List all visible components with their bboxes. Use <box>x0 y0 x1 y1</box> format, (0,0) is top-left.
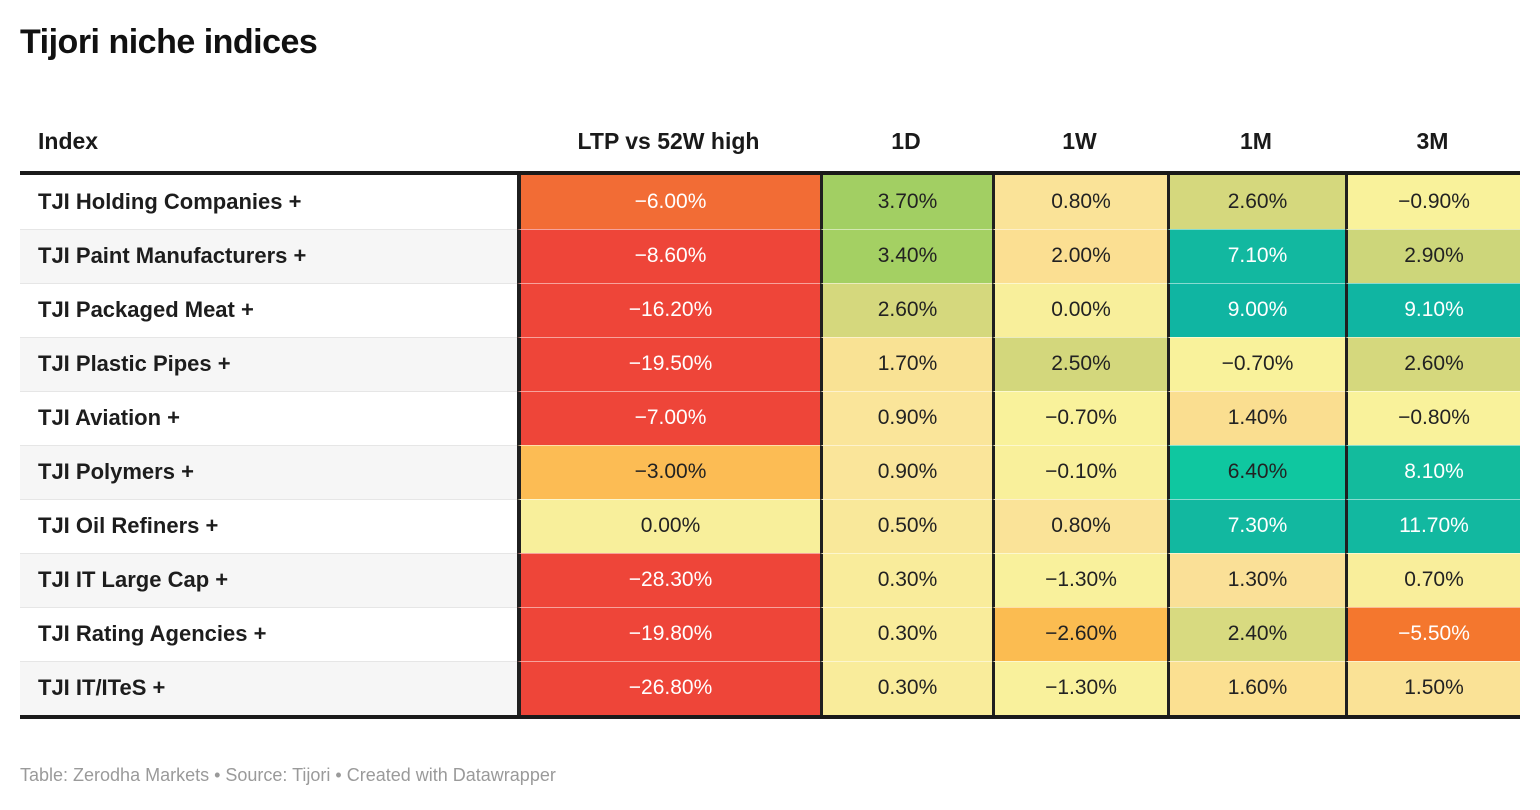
index-name-cell[interactable]: TJI IT/ITeS + <box>20 660 517 715</box>
value-cell: 0.50% <box>820 498 992 553</box>
value-cell: 9.10% <box>1345 282 1520 337</box>
value-cell: 0.90% <box>820 444 992 499</box>
value-cell: 9.00% <box>1167 282 1345 337</box>
value-cell: 0.90% <box>820 390 992 445</box>
value-cell: −19.80% <box>517 606 820 661</box>
table-row: TJI Packaged Meat + −16.20% 2.60% 0.00% 9.00… <box>20 282 1520 337</box>
value-cell: 11.70% <box>1345 498 1520 553</box>
value-cell: 2.90% <box>1345 228 1520 283</box>
table-row: TJI Plastic Pipes + −19.50% 1.70% 2.50% −0.7… <box>20 336 1520 391</box>
column-header-1w: 1W <box>1062 127 1097 154</box>
value-cell: 0.00% <box>992 282 1167 337</box>
value-cell: −5.50% <box>1345 606 1520 661</box>
column-header-3m: 3M <box>1416 127 1449 154</box>
value-cell: −3.00% <box>517 444 820 499</box>
table-row: TJI Polymers + −3.00% 0.90% −0.10% 6.40% 8.10… <box>20 444 1520 499</box>
value-cell: 0.30% <box>820 660 992 715</box>
value-cell: 3.40% <box>820 228 992 283</box>
index-name-cell[interactable]: TJI Polymers + <box>20 444 517 499</box>
index-name-cell[interactable]: TJI IT Large Cap + <box>20 552 517 607</box>
table-body: TJI Holding Companies + −6.00% 3.70% 0.80% 2… <box>20 170 1520 719</box>
table-row: TJI IT/ITeS + −26.80% 0.30% −1.30% 1.60% 1.50… <box>20 660 1520 715</box>
value-cell: −26.80% <box>517 660 820 715</box>
index-name-cell[interactable]: TJI Aviation + <box>20 390 517 445</box>
value-cell: 0.80% <box>992 174 1167 229</box>
value-cell: 8.10% <box>1345 444 1520 499</box>
value-cell: 0.80% <box>992 498 1167 553</box>
value-cell: −0.80% <box>1345 390 1520 445</box>
table-row: TJI Rating Agencies + −19.80% 0.30% −2.60% 2… <box>20 606 1520 661</box>
value-cell: −7.00% <box>517 390 820 445</box>
value-cell: 0.30% <box>820 606 992 661</box>
value-cell: 7.10% <box>1167 228 1345 283</box>
value-cell: 0.70% <box>1345 552 1520 607</box>
value-cell: 2.60% <box>1345 336 1520 391</box>
table-header-row: Index LTP vs 52W high 1D 1W 1M 3M <box>20 91 1520 171</box>
column-header-index: Index <box>38 127 99 154</box>
value-cell: −0.70% <box>992 390 1167 445</box>
value-cell: 1.30% <box>1167 552 1345 607</box>
value-cell: 1.40% <box>1167 390 1345 445</box>
attribution-footer: Table: Zerodha Markets • Source: Tijori … <box>20 764 556 785</box>
value-cell: 1.60% <box>1167 660 1345 715</box>
value-cell: 1.70% <box>820 336 992 391</box>
value-cell: 6.40% <box>1167 444 1345 499</box>
table-row: TJI Paint Manufacturers + −8.60% 3.40% 2.00… <box>20 228 1520 283</box>
value-cell: −2.60% <box>992 606 1167 661</box>
value-cell: 2.60% <box>1167 174 1345 229</box>
index-name-cell[interactable]: TJI Holding Companies + <box>20 174 517 229</box>
value-cell: −19.50% <box>517 336 820 391</box>
value-cell: 0.30% <box>820 552 992 607</box>
value-cell: 7.30% <box>1167 498 1345 553</box>
value-cell: −16.20% <box>517 282 820 337</box>
value-cell: −28.30% <box>517 552 820 607</box>
table-row: TJI Oil Refiners +0.00% 0.50% 0.80% 7.30% 11… <box>20 498 1520 553</box>
value-cell: −8.60% <box>517 228 820 283</box>
index-name-cell[interactable]: TJI Oil Refiners + <box>20 498 517 553</box>
value-cell: 1.50% <box>1345 660 1520 715</box>
value-cell: 2.50% <box>992 336 1167 391</box>
table-row: TJI IT Large Cap + −28.30% 0.30% −1.30% 1.30… <box>20 552 1520 607</box>
column-header-ltp-vs-52w-high: LTP vs 52W high <box>577 127 760 154</box>
value-cell: 2.60% <box>820 282 992 337</box>
index-name-cell[interactable]: TJI Packaged Meat + <box>20 282 517 337</box>
value-cell: −1.30% <box>992 660 1167 715</box>
value-cell: −0.90% <box>1345 174 1520 229</box>
table-row: TJI Holding Companies + −6.00% 3.70% 0.80% 2… <box>20 174 1520 229</box>
index-name-cell[interactable]: TJI Paint Manufacturers + <box>20 228 517 283</box>
index-name-cell[interactable]: TJI Rating Agencies + <box>20 606 517 661</box>
column-header-1d: 1D <box>891 127 921 154</box>
table-row: TJI Aviation + −7.00% 0.90% −0.70% 1.40% −0.8… <box>20 390 1520 445</box>
value-cell: 3.70% <box>820 174 992 229</box>
value-cell: 2.40% <box>1167 606 1345 661</box>
value-cell: 0.00% <box>517 498 820 553</box>
value-cell: −0.70% <box>1167 336 1345 391</box>
page-title: Tijori niche indices <box>20 23 318 61</box>
value-cell: −6.00% <box>517 174 820 229</box>
index-name-cell[interactable]: TJI Plastic Pipes + <box>20 336 517 391</box>
value-cell: 2.00% <box>992 228 1167 283</box>
column-header-1m: 1M <box>1240 127 1272 154</box>
value-cell: −1.30% <box>992 552 1167 607</box>
value-cell: −0.10% <box>992 444 1167 499</box>
